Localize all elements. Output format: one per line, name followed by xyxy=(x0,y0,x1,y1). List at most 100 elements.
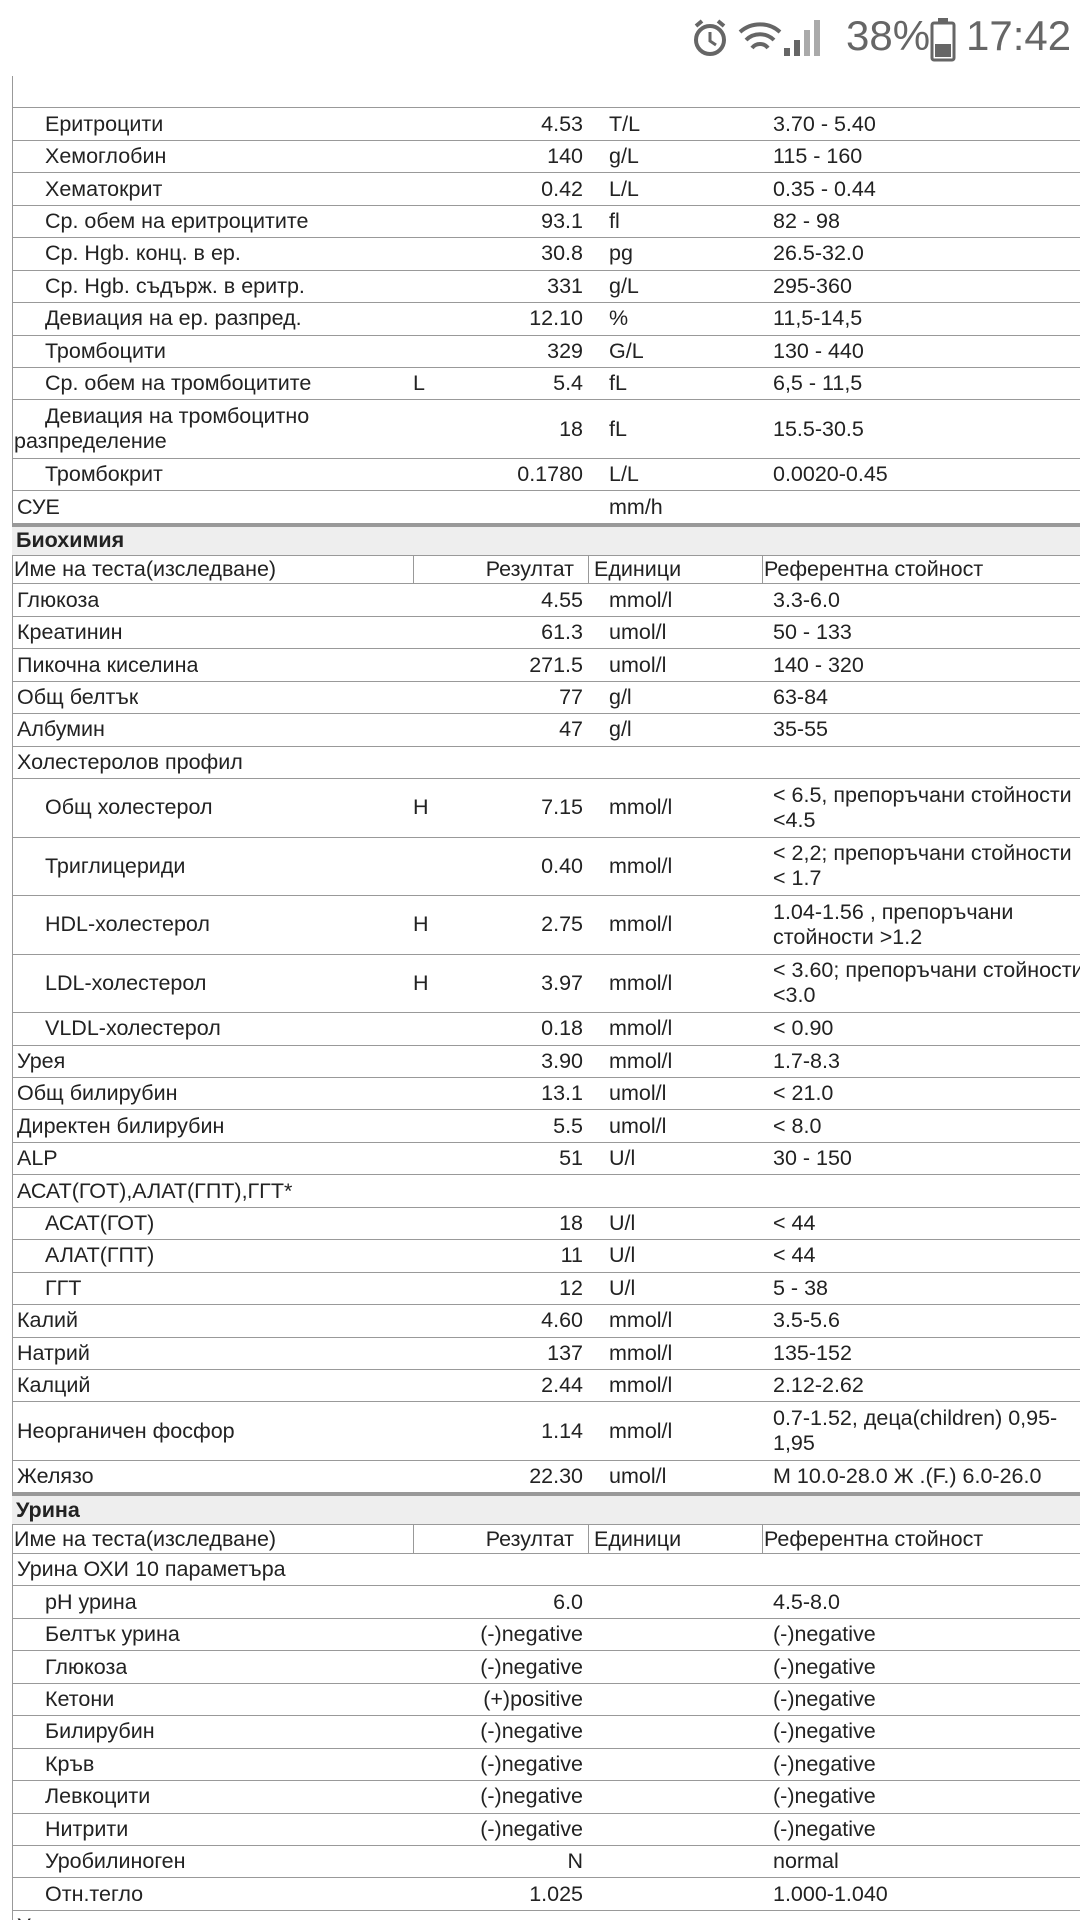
result: (-)negative xyxy=(480,1784,583,1809)
reference: 130 - 440 xyxy=(773,338,864,363)
result: 12 xyxy=(559,1275,583,1300)
test-name: Нитрити xyxy=(45,1816,129,1841)
result: 3.97 xyxy=(541,970,583,995)
result: 0.1780 xyxy=(517,462,583,487)
result: 4.55 xyxy=(541,587,583,612)
table-row: Хематокрит 0.42 L/L 0.35 - 0.44 xyxy=(12,173,1080,206)
reference: 295-360 xyxy=(773,273,852,298)
table-row: Биохимия xyxy=(12,523,1080,556)
test-name: ГГТ xyxy=(45,1275,82,1300)
result: 0.42 xyxy=(541,176,583,201)
unit: pg xyxy=(609,241,633,266)
reference: 63-84 xyxy=(773,684,828,709)
reference: (-)negative xyxy=(773,1816,876,1841)
reference-line: стойности >1.2 xyxy=(773,924,923,949)
result: 4.53 xyxy=(541,111,583,136)
table-row: Урея 3.90 mmol/l 1.7-8.3 xyxy=(12,1046,1080,1078)
unit: umol/l xyxy=(609,620,667,645)
test-name: Тромбоцити xyxy=(45,338,166,363)
column-divider xyxy=(413,555,414,584)
test-name: Кетони xyxy=(45,1686,115,1711)
unit: T/L xyxy=(609,111,641,136)
unit: mmol/l xyxy=(609,912,673,937)
table-row: СУЕ mm/h xyxy=(12,491,1080,524)
table-row: Девиация на тромбоцитно разпределение 18 fL… xyxy=(12,401,1080,459)
test-name: Натрий xyxy=(17,1340,90,1365)
reference: < 21.0 xyxy=(773,1081,834,1106)
unit: g/L xyxy=(609,273,639,298)
test-name: АЛАТ(ГПТ) xyxy=(45,1243,155,1268)
reference: 30 - 150 xyxy=(773,1146,852,1171)
result: 77 xyxy=(559,684,583,709)
test-name: Левкоцити xyxy=(45,1784,151,1809)
unit: mmol/l xyxy=(609,1016,673,1041)
test-name: Калций xyxy=(17,1373,91,1398)
table-row: Ср. обем на еритроцитите 93.1 fl 82 - 98 xyxy=(12,206,1080,239)
reference: 0.35 - 0.44 xyxy=(773,176,876,201)
unit: mmol/l xyxy=(609,1418,673,1443)
reference: 3.70 - 5.40 xyxy=(773,111,876,136)
test-name: СУЕ xyxy=(17,494,60,519)
result: 1.14 xyxy=(541,1418,583,1443)
reference-line: < 3.60; препоръчани стойности xyxy=(773,958,1080,983)
table-row: Отн.тегло 1.025 1.000-1.040 xyxy=(12,1878,1080,1911)
test-name: Хематокрит xyxy=(45,176,163,201)
test-name: Албумин xyxy=(17,717,105,742)
reference: 1.04-1.56 , препоръчани стойности >1.2 xyxy=(773,896,1080,954)
test-name: Общ билирубин xyxy=(17,1081,178,1106)
table-row: Глюкоза (-)negative (-)negative xyxy=(12,1651,1080,1684)
reference: 3.3-6.0 xyxy=(773,587,840,612)
section-title: Урина xyxy=(16,1497,80,1522)
result: 6.0 xyxy=(553,1589,583,1614)
table-row: Урина ОХИ 10 параметъра xyxy=(12,1554,1080,1587)
battery-icon xyxy=(930,18,956,62)
reference: < 6.5, препоръчани стойности <4.5 xyxy=(773,779,1080,837)
reference: 135-152 xyxy=(773,1340,852,1365)
table-row: Калий 4.60 mmol/l 3.5-5.6 xyxy=(12,1305,1080,1338)
unit: mmol/l xyxy=(609,1048,673,1073)
result: 140 xyxy=(547,144,583,169)
unit: mmol/l xyxy=(609,795,673,820)
table-row: Глюкоза 4.55 mmol/l 3.3-6.0 xyxy=(12,584,1080,617)
result: 329 xyxy=(547,338,583,363)
unit: g/l xyxy=(609,717,632,742)
result: 5.5 xyxy=(553,1113,583,1138)
unit: mmol/l xyxy=(609,970,673,995)
status-icons xyxy=(694,19,820,56)
reference: normal xyxy=(773,1849,839,1874)
test-name: Кръв xyxy=(45,1751,95,1776)
test-name: Урина-седимент xyxy=(17,1911,180,1920)
reference: < 0.90 xyxy=(773,1016,834,1041)
result: (-)negative xyxy=(480,1654,583,1679)
table-row: Ср. обем на тромбоцитите L 5.4 fL 6,5 - 11,5 xyxy=(12,368,1080,401)
result: 2.75 xyxy=(541,912,583,937)
result: 13.1 xyxy=(541,1081,583,1106)
unit: fL xyxy=(609,371,627,396)
table-row: Натрий 137 mmol/l 135-152 xyxy=(12,1338,1080,1371)
reference-line: <3.0 xyxy=(773,983,816,1008)
unit: mmol/l xyxy=(609,1340,673,1365)
reference: (-)negative xyxy=(773,1751,876,1776)
column-header: Резултат xyxy=(485,1526,574,1551)
result: 22.30 xyxy=(529,1464,583,1489)
column-divider xyxy=(762,555,763,584)
section-title: Биохимия xyxy=(16,528,125,553)
reference: 35-55 xyxy=(773,717,828,742)
reference-line: < 2,2; препоръчани стойности xyxy=(773,841,1072,866)
test-name: Отн.тегло xyxy=(45,1881,144,1906)
test-name-line: Девиация на тромбоцитно xyxy=(45,404,310,429)
table-row: Белтък урина (-)negative (-)negative xyxy=(12,1619,1080,1652)
column-header: Референтна стойност xyxy=(764,557,984,582)
result: 5.4 xyxy=(553,371,583,396)
result: 12.10 xyxy=(529,306,583,331)
unit: mmol/l xyxy=(609,1308,673,1333)
flag: L xyxy=(413,371,425,396)
table-row: Общ холестерол H 7.15 mmol/l < 6.5, препоръч… xyxy=(12,779,1080,838)
status-bar: 38% 17:42 xyxy=(0,0,1080,76)
table-row: АЛАТ(ГПТ) 11 U/l < 44 xyxy=(12,1240,1080,1273)
result: 18 xyxy=(559,416,583,441)
column-divider xyxy=(588,555,589,584)
test-name: HDL-холестерол xyxy=(45,912,210,937)
reference: 140 - 320 xyxy=(773,652,864,677)
result: 4.60 xyxy=(541,1308,583,1333)
